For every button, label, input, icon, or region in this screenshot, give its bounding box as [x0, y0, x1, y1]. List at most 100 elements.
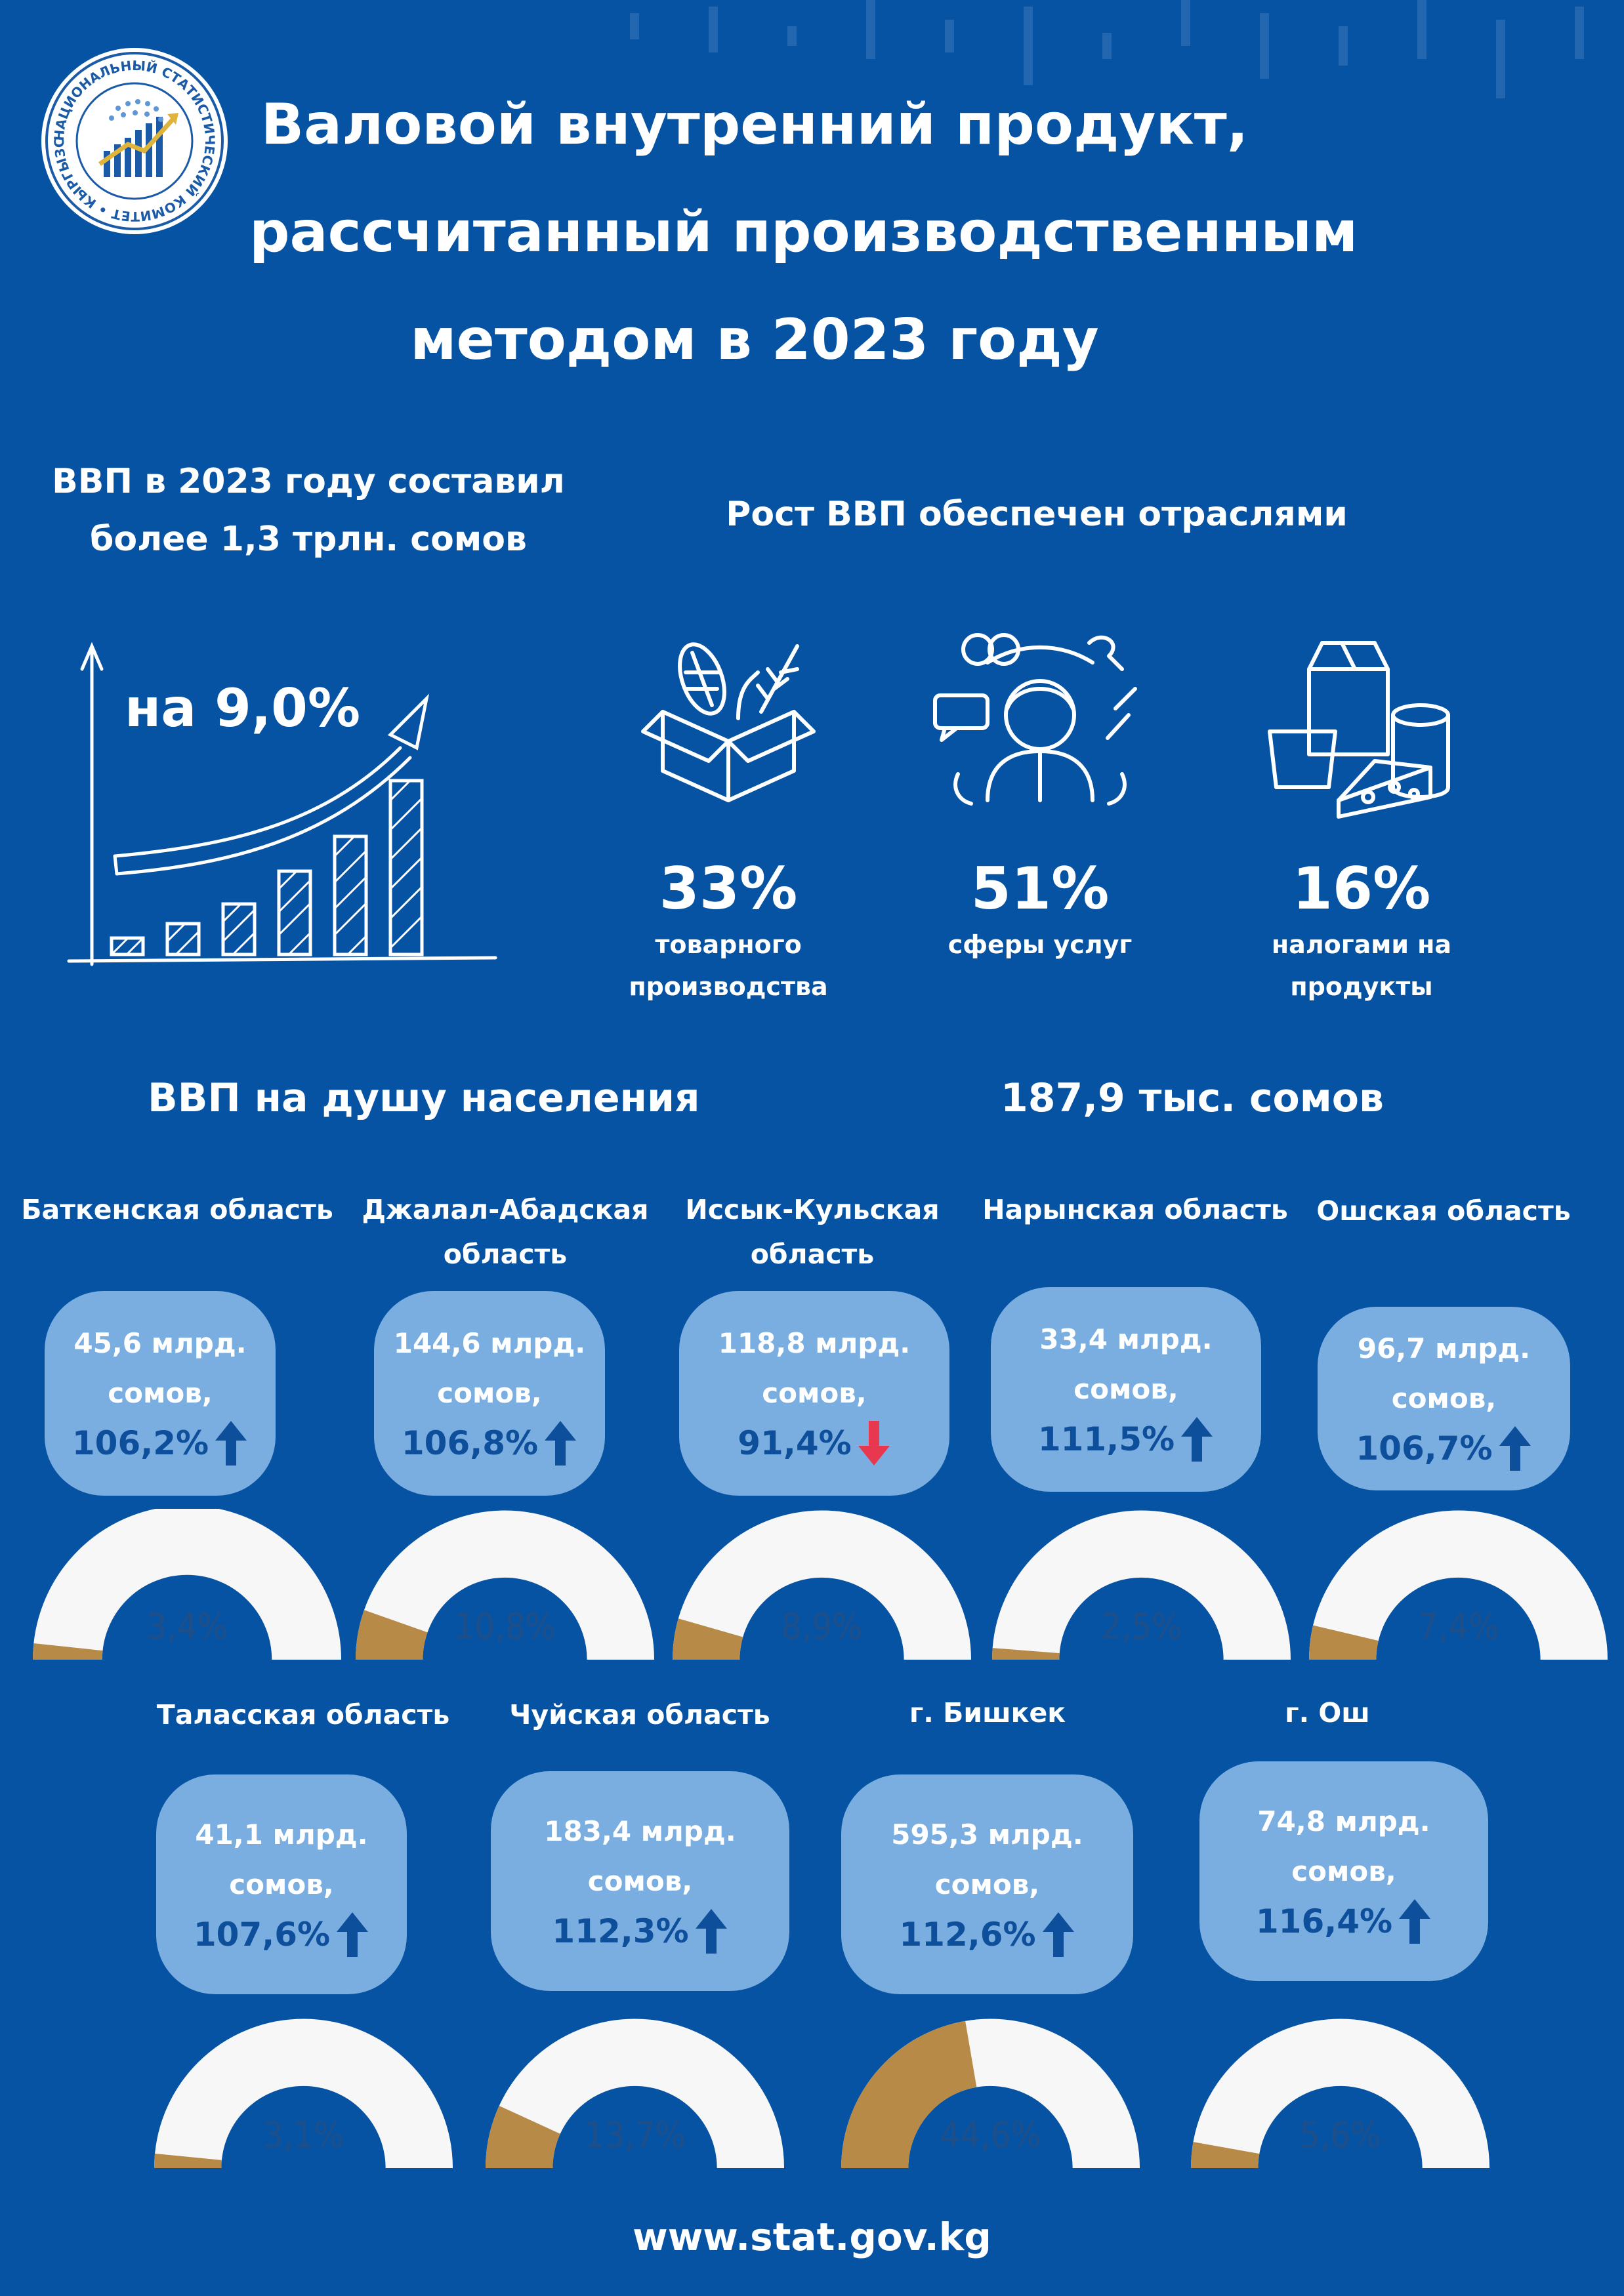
- region-name: Джалал-Абадская область: [322, 1187, 689, 1277]
- gdp-growth-illustration: на 9,0%: [59, 636, 505, 977]
- region-share-label: 8,9%: [781, 1606, 863, 1647]
- title-line: рассчитанный производственным: [249, 199, 1358, 265]
- sector-services: 51% сферы услуг: [896, 623, 1184, 1017]
- sector-label-line: налогами на продукты: [1271, 930, 1452, 1001]
- gauge-track: [992, 1510, 1291, 1661]
- region-card: 74,8 млрд. сомов, 116,4%: [1199, 1761, 1488, 1981]
- region-share-gauge: 2,5%: [992, 1509, 1291, 1661]
- arrow-up-icon: [1181, 1417, 1213, 1462]
- sector-label: товарного производства: [584, 924, 873, 1008]
- title-line: Валовой внутренний продукт,: [260, 92, 1249, 157]
- region-name-line: г. Бишкек: [909, 1697, 1066, 1729]
- region-name-line: Чуйская область: [509, 1699, 770, 1731]
- region-card: 45,6 млрд. сомов, 106,2%: [45, 1291, 276, 1496]
- region-growth: 112,6%: [899, 1915, 1036, 1954]
- region-share-label: 3,4%: [146, 1606, 228, 1647]
- region-growth-row: 116,4%: [1256, 1896, 1432, 1946]
- region-amount-line: 96,7 млрд.: [1357, 1332, 1531, 1364]
- arrow-down-icon: [858, 1421, 890, 1466]
- region-name-line: Таласская область: [156, 1699, 450, 1731]
- region-share-gauge: 7,4%: [1309, 1509, 1608, 1661]
- region-card: 41,1 млрд. сомов, 107,6%: [156, 1774, 407, 1994]
- region-name: Таласская область: [119, 1692, 487, 1737]
- region-amount-line: 144,6 млрд.: [393, 1327, 586, 1359]
- region-name-line: область: [750, 1239, 875, 1270]
- region-name: г. Бишкек: [804, 1691, 1171, 1735]
- region-name-line: Нарынская область: [982, 1194, 1288, 1225]
- arrow-up-icon: [545, 1421, 577, 1466]
- region-card: 33,4 млрд. сомов, 111,5%: [991, 1287, 1261, 1492]
- region-amount-line: 41,1 млрд.: [195, 1818, 368, 1851]
- region-growth: 91,4%: [738, 1424, 852, 1462]
- sector-percent: 16%: [1292, 855, 1431, 922]
- region-share-label: 5,6%: [1299, 2114, 1381, 2156]
- region-share-gauge: 10,8%: [356, 1509, 655, 1661]
- region-share-gauge: 8,9%: [673, 1509, 972, 1661]
- region-name: г. Ош: [1144, 1691, 1511, 1735]
- per-capita-label: ВВП на душу населения: [148, 1075, 700, 1121]
- goods-box-icon: [641, 642, 816, 802]
- sectors-heading: Рост ВВП обеспечен отраслями: [726, 495, 1348, 534]
- region-growth-row: 106,7%: [1356, 1424, 1531, 1473]
- region-share-gauge: 3,4%: [33, 1506, 341, 1661]
- region-name-line: Ошская область: [1316, 1195, 1571, 1227]
- region-growth: 111,5%: [1037, 1420, 1175, 1458]
- gauge-track: [154, 2019, 453, 2169]
- region-amount-line: сомов,: [934, 1868, 1040, 1900]
- website-url[interactable]: www.stat.gov.kg: [633, 2215, 991, 2259]
- region-share-label: 13,7%: [584, 2114, 686, 2156]
- region-growth-row: 106,2%: [72, 1418, 248, 1468]
- arrow-up-icon: [337, 1912, 369, 1957]
- gauge-chart: [154, 2019, 453, 2169]
- region-amount-line: сомов,: [762, 1377, 867, 1409]
- region-amount-line: сомов,: [1073, 1373, 1178, 1405]
- gauge-fill: [1309, 1625, 1379, 1661]
- region-amount-line: 45,6 млрд.: [73, 1327, 247, 1359]
- sector-percent: 51%: [970, 855, 1110, 922]
- sector-goods: 33% товарного производства: [584, 623, 873, 1017]
- gauge-fill: [486, 2106, 561, 2169]
- region-share-label: 7,4%: [1417, 1606, 1499, 1647]
- region-growth-row: 91,4%: [738, 1418, 890, 1468]
- gauge-track: [1191, 2019, 1490, 2169]
- region-name: Нарынская область: [951, 1187, 1319, 1232]
- arrow-up-icon: [215, 1421, 247, 1466]
- per-capita-value: 187,9 тыс. сомов: [1001, 1075, 1384, 1121]
- region-amount-line: 595,3 млрд.: [891, 1818, 1083, 1851]
- arrow-up-icon: [1042, 1912, 1074, 1957]
- region-share-label: 2,5%: [1100, 1606, 1182, 1647]
- region-card: 96,7 млрд. сомов, 106,7%: [1318, 1307, 1570, 1490]
- region-growth-row: 106,8%: [402, 1418, 577, 1468]
- sector-label-line: производства: [629, 972, 828, 1001]
- region-amount-line: 118,8 млрд.: [718, 1327, 911, 1359]
- region-share-label: 44,6%: [940, 2114, 1041, 2156]
- region-growth-row: 107,6%: [194, 1910, 369, 1959]
- gauge-chart: [841, 2019, 1140, 2169]
- region-amount-line: сомов,: [1291, 1855, 1396, 1887]
- sector-label: сферы услуг: [896, 924, 1184, 966]
- gauge-chart: [992, 1510, 1291, 1661]
- gauge-track: [356, 1510, 655, 1661]
- region-amount-line: сомов,: [229, 1868, 334, 1900]
- region-name: Иссык-Кульская область: [629, 1187, 996, 1277]
- page-title: Валовой внутренний продукт, рассчитанный…: [249, 85, 1358, 379]
- region-card: 595,3 млрд. сомов, 112,6%: [841, 1774, 1133, 1994]
- food-products-icon: [1268, 641, 1450, 819]
- region-growth: 107,6%: [193, 1915, 331, 1954]
- services-person-icon: [933, 633, 1137, 806]
- background-pattern: [630, 0, 1584, 98]
- gdp-growth-value: на 9,0%: [125, 678, 360, 739]
- region-share-label: 3,1%: [262, 2114, 344, 2156]
- sector-percent: 33%: [659, 855, 798, 922]
- region-name-line: Иссык-Кульская: [685, 1194, 940, 1225]
- sector-taxes: 16% налогами на продукты: [1217, 623, 1506, 1017]
- logo: НАЦИОНАЛЬНЫЙ СТАТИСТИЧЕСКИЙ КОМИТЕТ • КЫ…: [34, 33, 230, 236]
- region-growth: 106,8%: [401, 1424, 539, 1462]
- gauge-fill: [673, 1618, 743, 1661]
- gauge-track: [673, 1510, 972, 1661]
- region-name-line: Баткенская область: [21, 1194, 333, 1225]
- growth-chart-icon: [67, 642, 497, 966]
- region-name-line: г. Ош: [1285, 1697, 1370, 1729]
- region-name: Баткенская область: [0, 1187, 361, 1232]
- sector-label: налогами на продукты: [1217, 924, 1506, 1008]
